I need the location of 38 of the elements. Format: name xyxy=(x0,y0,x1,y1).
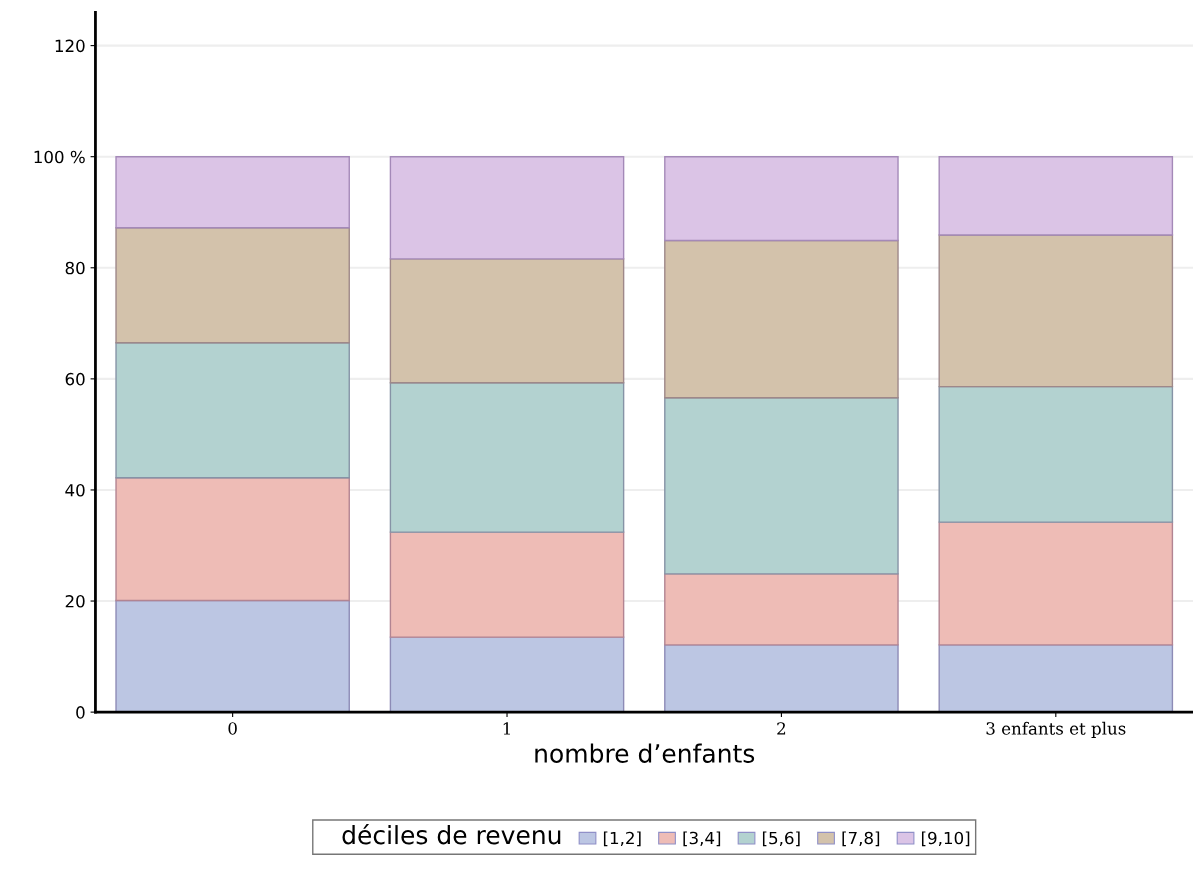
bar xyxy=(389,382,625,533)
bar xyxy=(938,155,1174,236)
y-tick-label: 120 xyxy=(55,39,85,53)
y-tick-label: 40 xyxy=(65,483,85,497)
bar xyxy=(938,385,1174,523)
bar xyxy=(389,531,625,638)
legend-label: [7,8] xyxy=(842,831,880,847)
bar xyxy=(389,258,625,384)
x-tick-label: 1 xyxy=(503,722,510,735)
x-tick-label: 0 xyxy=(228,722,237,735)
y-tick-label: 80 xyxy=(65,261,85,275)
bar xyxy=(115,227,350,344)
y-tick-label: 100 % xyxy=(34,150,85,164)
legend-label: [9,10] xyxy=(921,831,970,847)
bar xyxy=(664,155,899,242)
bar xyxy=(115,155,350,229)
x-tick-label: 2 xyxy=(777,722,786,735)
bar xyxy=(664,239,899,399)
legend-title: déciles de revenu xyxy=(342,824,561,845)
bar xyxy=(938,521,1174,646)
bar xyxy=(115,477,350,602)
bar xyxy=(938,234,1174,388)
bar xyxy=(389,636,625,713)
y-tick-label: 60 xyxy=(65,372,85,386)
x-axis-title: nombre d’enfants xyxy=(535,743,755,763)
bar xyxy=(664,397,899,575)
bar xyxy=(664,573,899,646)
bar xyxy=(115,342,350,479)
bar xyxy=(115,599,350,713)
legend-label: [5,6] xyxy=(762,831,800,847)
bar xyxy=(938,644,1174,713)
y-tick-label: 0 xyxy=(76,706,85,719)
legend-label: [1,2] xyxy=(603,831,641,847)
bar xyxy=(389,155,625,260)
y-tick-label: 20 xyxy=(65,595,85,608)
legend-label: [3,4] xyxy=(683,831,721,847)
bar xyxy=(664,644,899,713)
x-tick-label: 3 enfants et plus xyxy=(986,721,1126,738)
